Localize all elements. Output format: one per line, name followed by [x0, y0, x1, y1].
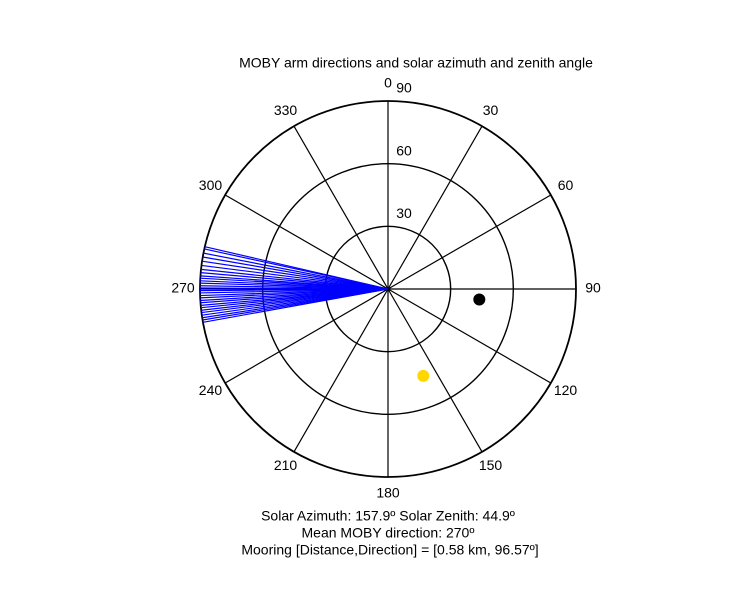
theta-tick-label: 0: [384, 75, 392, 91]
spoke: [293, 288, 389, 453]
moby-arm: [200, 268, 389, 290]
theta-tick-label: 330: [274, 102, 298, 118]
point: [473, 293, 486, 306]
theta-tick-label: 300: [199, 177, 223, 193]
theta-tick-label: 150: [479, 457, 503, 473]
theta-tick-label: 60: [558, 177, 574, 193]
moby-arm: [201, 264, 389, 290]
theta-tick-label: 180: [376, 485, 400, 501]
theta-tick-label: 210: [274, 457, 298, 473]
chart-title: MOBY arm directions and solar azimuth an…: [239, 55, 593, 71]
annotation: Mean MOBY direction: 270º: [302, 525, 475, 541]
theta-tick-label: 120: [554, 382, 578, 398]
moby-arm: [204, 246, 389, 290]
theta-tick-label: 270: [171, 280, 195, 296]
moby-arm: [203, 252, 389, 290]
r-tick-label: 30: [396, 205, 412, 221]
ring: [199, 100, 577, 478]
spoke: [387, 288, 552, 384]
theta-tick-label: 240: [199, 382, 223, 398]
spoke: [224, 194, 389, 290]
annotation: Mooring [Distance,Direction] = [0.58 km,…: [241, 542, 538, 558]
moby-arm: [201, 260, 389, 290]
theta-tick-label: 30: [483, 102, 499, 118]
spoke: [387, 125, 483, 290]
spoke: [387, 194, 552, 290]
annotation: Solar Azimuth: 157.9º Solar Zenith: 44.9…: [261, 508, 515, 524]
spoke: [293, 125, 389, 290]
moby-arm: [202, 256, 389, 290]
r-tick-label: 90: [396, 80, 412, 96]
ring: [261, 162, 515, 416]
point: [417, 369, 430, 382]
spoke: [224, 288, 389, 384]
spoke: [387, 288, 483, 453]
r-tick-label: 60: [396, 142, 412, 158]
theta-tick-label: 90: [585, 280, 601, 296]
